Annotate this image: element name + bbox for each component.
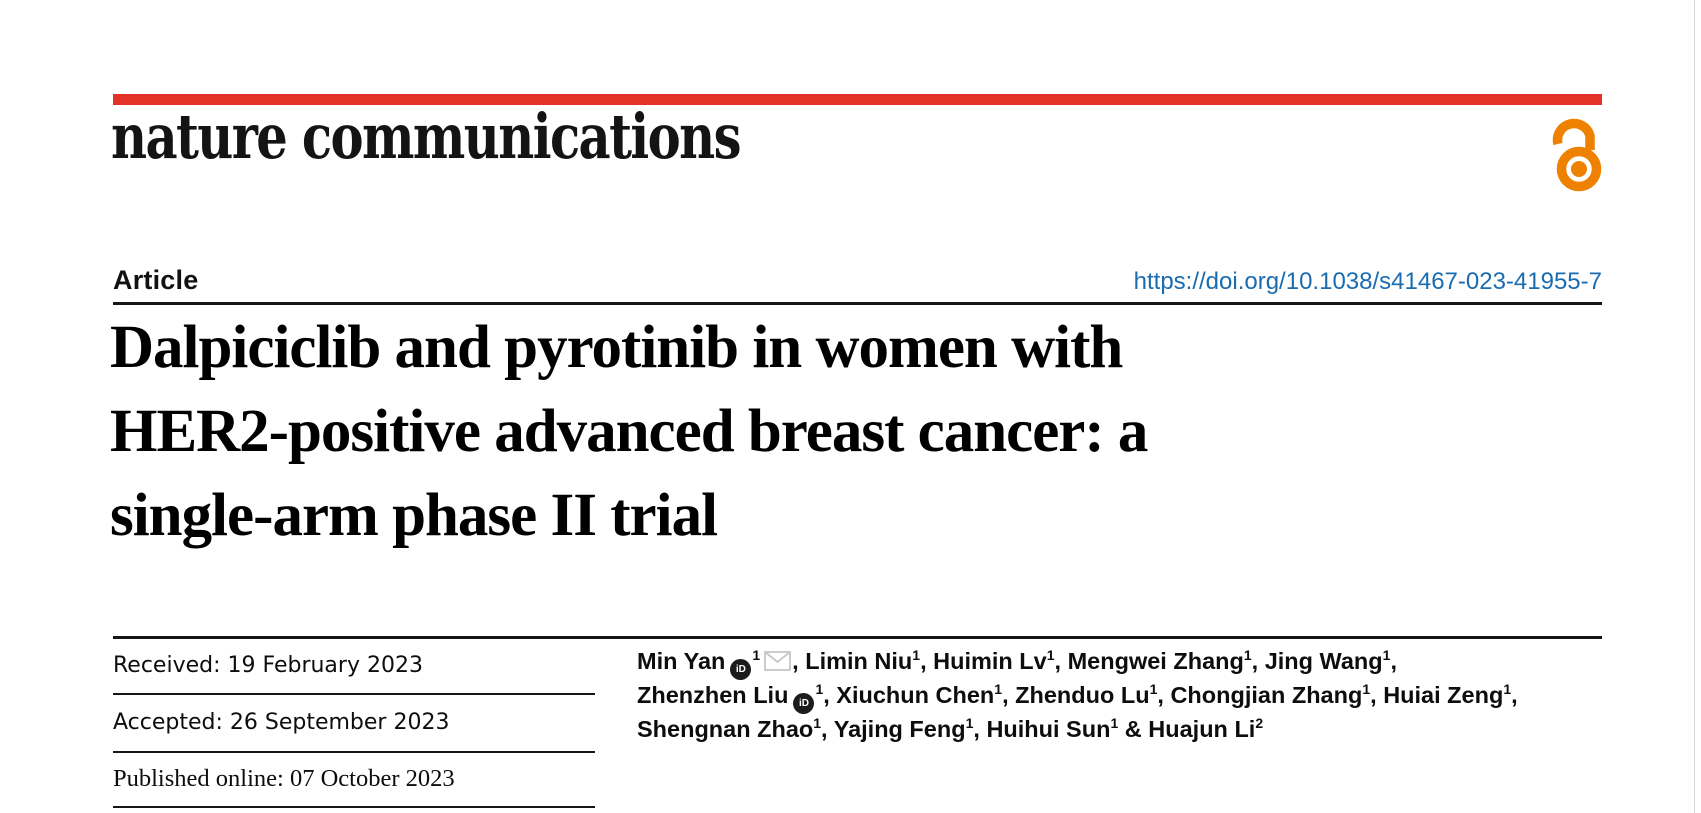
affiliation-superscript: 1 — [752, 647, 761, 663]
author-separator: , — [1002, 682, 1016, 708]
affiliation-superscript: 1 — [1362, 681, 1371, 697]
author-separator: , — [823, 682, 837, 708]
accepted-date: Accepted: 26 September 2023 — [113, 710, 450, 735]
title-line-3: single-arm phase II trial — [110, 482, 718, 549]
date-divider — [113, 693, 595, 695]
author-name: Huimin Lv — [933, 648, 1047, 674]
title-line-2: HER2-positive advanced breast cancer: a — [110, 398, 1148, 465]
author-separator: & — [1118, 716, 1149, 742]
article-type-label: Article — [113, 265, 199, 295]
author-separator: , — [1054, 648, 1068, 674]
author-name: Jing Wang — [1264, 648, 1383, 674]
author-separator: , — [920, 648, 934, 674]
author-name: Mengwei Zhang — [1067, 648, 1244, 674]
author-name: Limin Niu — [805, 648, 913, 674]
affiliation-superscript: 1 — [1046, 647, 1055, 663]
affiliation-superscript: 2 — [1255, 715, 1264, 731]
author-separator: , — [1370, 682, 1384, 708]
open-access-icon — [1552, 118, 1602, 192]
title-line-1: Dalpiciclib and pyrotinib in women with — [110, 314, 1123, 381]
affiliation-superscript: 1 — [813, 715, 822, 731]
author-name: Huihui Sun — [986, 716, 1111, 742]
author-name: Yajing Feng — [833, 716, 966, 742]
date-divider — [113, 751, 595, 753]
author-name: Zhenduo Lu — [1015, 682, 1150, 708]
affiliation-superscript: 1 — [965, 715, 974, 731]
affiliation-superscript: 1 — [1243, 647, 1252, 663]
affiliation-superscript: 1 — [815, 681, 824, 697]
author-separator: , — [1157, 682, 1171, 708]
author-name: Min Yan — [637, 648, 726, 674]
author-separator: , — [821, 716, 834, 742]
published-date: Published online: 07 October 2023 — [113, 765, 455, 792]
author-list: Min Yan iD1, Limin Niu1, Huimin Lv1, Meng… — [637, 644, 1637, 746]
author-line: Zhenzhen Liu iD1, Xiuchun Chen1, Zhenduo … — [637, 678, 1637, 714]
orcid-icon[interactable]: iD — [793, 693, 815, 714]
author-name: Shengnan Zhao — [637, 716, 814, 742]
affiliation-superscript: 1 — [994, 681, 1003, 697]
received-date: Received: 19 February 2023 — [113, 653, 423, 678]
affiliation-superscript: 1 — [1149, 681, 1158, 697]
date-divider — [113, 806, 595, 808]
doi-link[interactable]: https://doi.org/10.1038/s41467-023-41955… — [1133, 268, 1602, 295]
page-edge-line — [1694, 0, 1695, 813]
affiliation-superscript: 1 — [1110, 715, 1119, 731]
author-separator: , — [1390, 648, 1397, 674]
author-name: Chongjian Zhang — [1170, 682, 1363, 708]
author-separator: , — [1251, 648, 1265, 674]
envelope-icon[interactable] — [764, 651, 792, 671]
affiliation-superscript: 1 — [1382, 647, 1391, 663]
author-line: Min Yan iD1, Limin Niu1, Huimin Lv1, Meng… — [637, 644, 1637, 680]
author-separator: , — [792, 648, 806, 674]
meta-top-divider — [113, 636, 1602, 639]
journal-wordmark: nature communications — [111, 100, 742, 173]
author-name: Xiuchun Chen — [836, 682, 995, 708]
author-name: Huiai Zeng — [1383, 682, 1504, 708]
author-name: Huajun Li — [1148, 716, 1256, 742]
masthead-bar — [113, 94, 1602, 105]
paper-title: Dalpiciclib and pyrotinib in women with … — [110, 306, 1560, 558]
author-line: Shengnan Zhao1, Yajing Feng1, Huihui Sun… — [637, 712, 1637, 746]
affiliation-superscript: 1 — [912, 647, 921, 663]
author-separator: , — [973, 716, 987, 742]
affiliation-superscript: 1 — [1503, 681, 1512, 697]
author-separator: , — [1511, 682, 1518, 708]
orcid-icon[interactable]: iD — [730, 659, 752, 680]
author-name: Zhenzhen Liu — [637, 682, 789, 708]
article-divider — [113, 302, 1602, 305]
